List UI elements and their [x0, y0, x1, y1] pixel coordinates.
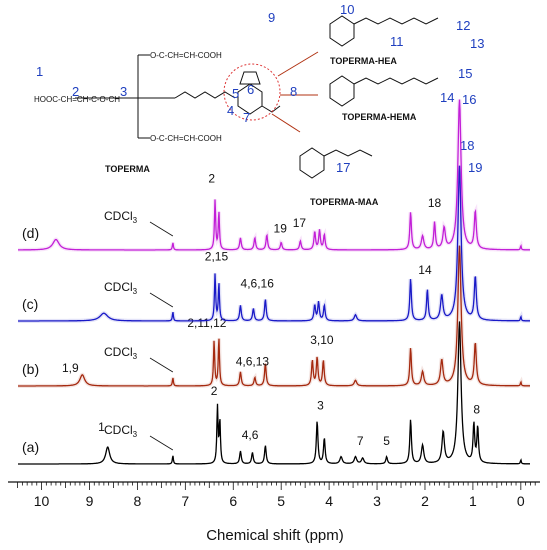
toperma-structure: [75, 51, 319, 139]
solvent-label-0: CDCl3: [104, 423, 138, 439]
core-number-7: 7: [243, 110, 250, 125]
peak-label-1-2: 4,6,13: [236, 355, 270, 369]
maa-number-19: 19: [468, 160, 482, 175]
core-number-1: 1: [36, 64, 43, 79]
peak-label-3-0: 2: [208, 172, 215, 186]
x-tick-label-1: 9: [86, 493, 94, 509]
solvent-label-1: CDCl3: [104, 345, 138, 361]
x-tick-label-9: 1: [469, 493, 477, 509]
reaction-site-circle: [223, 63, 281, 121]
solvent-subscript-2: 3: [133, 287, 138, 296]
peak-label-1-1: 2,11,12: [187, 316, 226, 330]
toperma-name: TOPERMA: [105, 164, 150, 174]
hema-number-16: 16: [462, 92, 476, 107]
solvent-arrow-3: [149, 221, 174, 237]
spectrum-line-3: [18, 99, 530, 251]
x-tick-label-5: 5: [277, 493, 285, 509]
hea-number-13: 13: [470, 36, 484, 51]
peak-label-2-1: 4,6,16: [241, 276, 275, 290]
arrow-to-hea: [277, 51, 319, 77]
core-number-6: 6: [247, 82, 254, 97]
spectrum-glow-2: [18, 165, 530, 323]
solvent-subscript-0: 3: [133, 430, 138, 439]
x-tick-label-3: 7: [181, 493, 189, 509]
maa-structure: [299, 147, 373, 179]
peak-label-0-1: 2: [211, 384, 218, 398]
peak-label-1-3: 3,10: [310, 333, 334, 347]
x-tick-label-4: 6: [229, 493, 237, 509]
core-number-8: 8: [290, 84, 297, 99]
core-number-2: 2: [72, 84, 79, 99]
peak-label-0-6: 8: [473, 403, 480, 417]
structure-scheme: HOOC-CH=CH-C-O-CH O-C-CH=CH-COOH O-C-CH=…: [34, 2, 484, 207]
peak-label-3-1: 19: [274, 222, 288, 236]
x-axis-label: Chemical shift (ppm): [206, 527, 344, 544]
hema-number-14: 14: [440, 90, 454, 105]
peak-label-2-0: 2,15: [205, 250, 229, 264]
x-tick-label-10: 0: [517, 493, 525, 509]
spectrum-glow-1: [18, 245, 530, 388]
series-name-2: (c): [22, 296, 38, 312]
peak-label-0-5: 5: [383, 434, 390, 448]
hea-number-9: 9: [268, 10, 275, 25]
maa-number-18: 18: [460, 138, 474, 153]
toperma-formula: HOOC-CH=CH-C-O-CH: [34, 95, 120, 104]
maa-number-17: 17: [336, 160, 350, 175]
x-tick-label-8: 2: [421, 493, 429, 509]
hema-name: TOPERMA-HEMA: [342, 112, 417, 122]
peak-label-3-2: 17: [293, 216, 307, 230]
series-name-3: (d): [22, 225, 39, 241]
peak-label-0-3: 3: [317, 398, 324, 412]
peak-label-0-2: 4,6: [242, 428, 259, 442]
x-tick-label-7: 3: [373, 493, 381, 509]
spectrum-glow-3: [18, 99, 530, 252]
solvent-label-2: CDCl3: [104, 280, 138, 296]
hea-number-11: 11: [390, 34, 404, 49]
series-name-1: (b): [22, 361, 39, 377]
hea-structure: [329, 15, 439, 47]
arrow-to-maa: [271, 113, 301, 133]
series-name-0: (a): [22, 439, 39, 455]
x-tick-label-0: 10: [34, 493, 50, 509]
anhydride-ring: [239, 71, 261, 85]
peak-label-0-0: 1: [98, 420, 105, 434]
solvent-subscript-1: 3: [133, 352, 138, 361]
propyl-chain: [261, 105, 281, 113]
peak-label-0-4: 7: [357, 434, 364, 448]
peak-label-1-0: 1,9: [62, 361, 79, 375]
branch-bottom-text: O-C-CH=CH-COOH: [150, 134, 222, 143]
hea-number-10: 10: [340, 2, 354, 17]
core-number-4: 4: [227, 103, 234, 118]
spectrum-line-2: [18, 165, 530, 322]
hema-number-15: 15: [458, 66, 472, 81]
branch-top-text: O-C-CH=CH-COOH: [150, 51, 222, 60]
maa-name: TOPERMA-MAA: [310, 197, 379, 207]
x-axis: 10 9 8 7 6 5 4 3 2 1 0: [8, 481, 540, 509]
x-tick-label-2: 8: [134, 493, 142, 509]
hema-structure: [329, 75, 439, 107]
spectrum-line-1: [18, 245, 530, 387]
solvent-subscript-3: 3: [133, 216, 138, 225]
solvent-arrow-0: [149, 435, 174, 451]
peak-label-2-2: 14: [418, 263, 432, 277]
solvent-label-3: CDCl3: [104, 209, 138, 225]
solvent-arrow-2: [149, 292, 174, 308]
core-number-5: 5: [232, 86, 239, 101]
core-number-3: 3: [120, 84, 127, 99]
hea-number-12: 12: [456, 18, 470, 33]
spectrum-line-0: [18, 321, 530, 465]
solvent-arrow-1: [149, 357, 174, 373]
hea-name: TOPERMA-HEA: [330, 56, 397, 66]
peak-label-3-3: 18: [428, 196, 442, 210]
alkyl-chain: [174, 91, 236, 99]
x-tick-label-6: 4: [325, 493, 333, 509]
